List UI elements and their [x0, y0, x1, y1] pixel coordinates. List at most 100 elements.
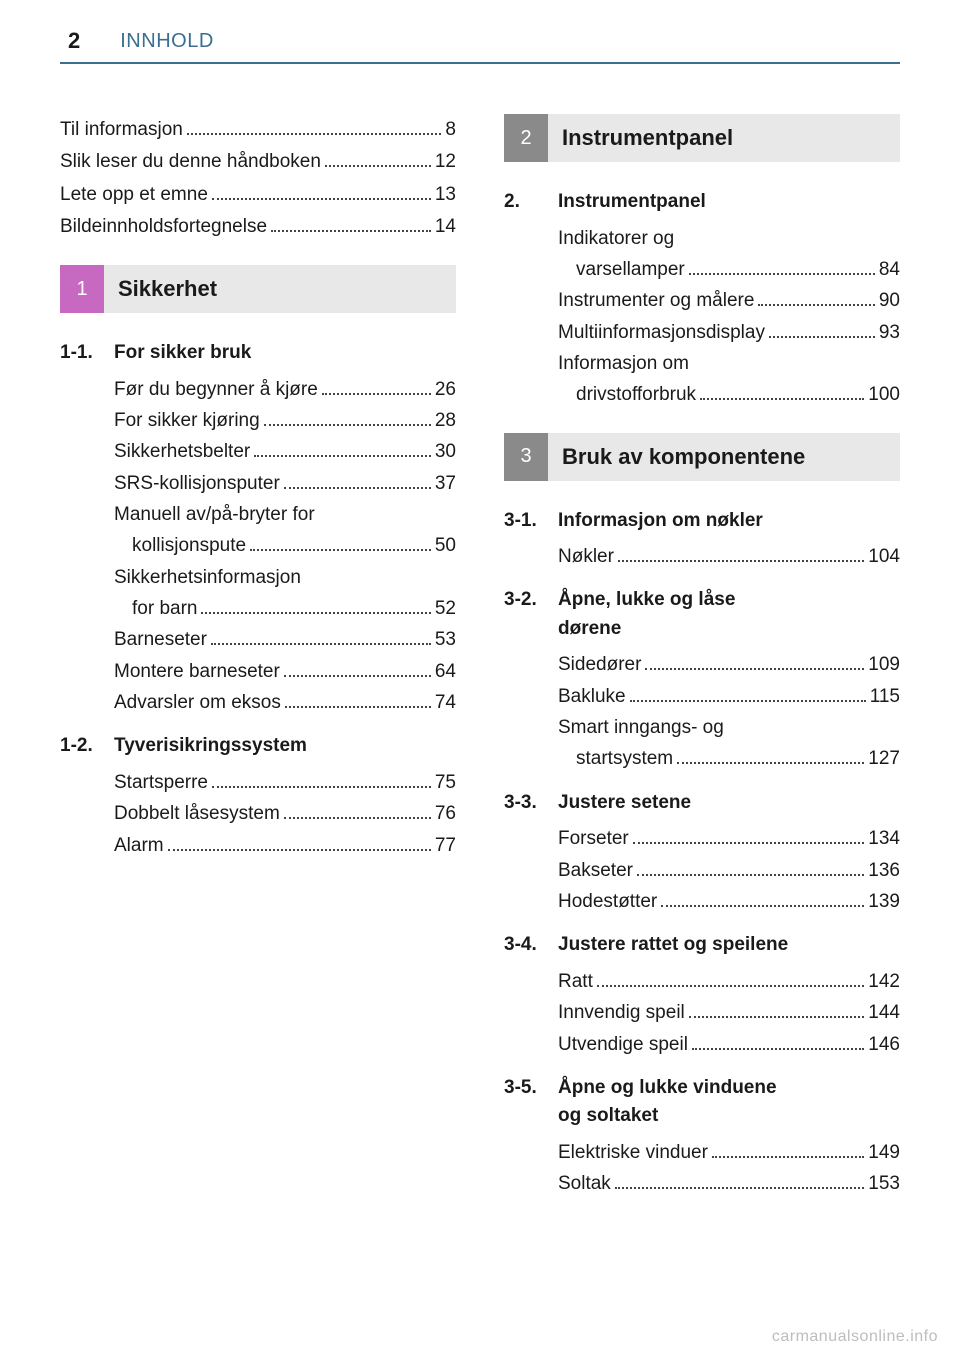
right-0-0-0-label: Indikatorer og	[558, 223, 674, 254]
left-0-8: Advarsler om eksos 74	[114, 687, 456, 718]
chapter-3-box: 3Bruk av komponentene	[504, 433, 900, 481]
right-1-3-1: Innvendig speil144	[558, 997, 900, 1028]
dots	[700, 398, 864, 400]
right-0-0-0-page: 84	[879, 254, 900, 285]
intro-0-page: 8	[445, 114, 456, 146]
left-1-2-page: 77	[435, 830, 456, 861]
right-1-1-2-label: Smart inngangs- og	[558, 712, 724, 743]
left-0-8-label: Advarsler om eksos	[114, 687, 281, 718]
dots	[284, 675, 431, 677]
intro-2-label: Lete opp et emne	[60, 179, 208, 211]
section-num: 3-4.	[504, 931, 558, 960]
right-1-2-2-label: Hodestøtter	[558, 886, 657, 917]
section-items: Startsperre75Dobbelt låsesystem76Alarm77	[60, 767, 456, 861]
intro-1-label: Slik leser du denne håndboken	[60, 146, 321, 178]
chapter-3-title: Bruk av komponentene	[548, 433, 900, 481]
left-column: Til informasjon8Slik leser du denne hånd…	[60, 114, 456, 1200]
chapter-2-title: Instrumentpanel	[548, 114, 900, 162]
chapter-3-number: 3	[504, 433, 548, 481]
chapter-1-title: Sikkerhet	[104, 265, 456, 313]
left-0-5-label: Sikkerhetsinformasjon	[114, 562, 301, 593]
left-0-3-label: SRS-kollisjonsputer	[114, 468, 280, 499]
right-1-0-0-label: Nøkler	[558, 541, 614, 572]
columns: Til informasjon8Slik leser du denne hånd…	[60, 114, 900, 1200]
dots	[284, 817, 431, 819]
section-items: Indikatorer ogvarsellamper84Instrumenter…	[504, 223, 900, 411]
section-title: For sikker bruk	[114, 339, 456, 368]
dots	[250, 549, 431, 551]
intro-1-page: 12	[435, 146, 456, 178]
left-0-1-page: 28	[435, 405, 456, 436]
chapter-2-box: 2Instrumentpanel	[504, 114, 900, 162]
left-0-6-label: Barneseter	[114, 624, 207, 655]
intro-3-label: Bildeinnholdsfortegnelse	[60, 211, 267, 243]
intro-0: Til informasjon8	[60, 114, 456, 146]
left-0-1-label: For sikker kjøring	[114, 405, 260, 436]
dots	[633, 842, 865, 844]
right-1-2-0-label: Forseter	[558, 823, 629, 854]
right-0-0-3-line1: Informasjon om	[558, 348, 900, 379]
right-0-0-2-label: Multiinformasjonsdisplay	[558, 317, 765, 348]
section-1-2.: 1-2.Tyverisikringssystem	[60, 732, 456, 761]
intro-2-page: 13	[435, 179, 456, 211]
dots	[637, 874, 864, 876]
page-number: 2	[60, 28, 96, 54]
right-0-0-3-cont: drivstofforbruk	[558, 379, 696, 410]
right-1-0-0: Nøkler104	[558, 541, 900, 572]
intro-2: Lete opp et emne 13	[60, 179, 456, 211]
left-0-4-line2: kollisjonspute50	[114, 530, 456, 561]
dots	[618, 560, 864, 562]
section-title: Justere rattet og speilene	[558, 931, 900, 960]
right-1-1-1-page: 115	[870, 681, 900, 712]
left-0-3-page: 37	[435, 468, 456, 499]
right-1-1-2-line1: Smart inngangs- og	[558, 712, 900, 743]
page: 2 INNHOLD Til informasjon8Slik leser du …	[0, 0, 960, 1360]
right-1-4-0-label: Elektriske vinduer	[558, 1137, 708, 1168]
right-1-4-1-page: 153	[868, 1168, 900, 1199]
right-0-0-0-cont: varsellamper	[558, 254, 685, 285]
dots	[661, 905, 864, 907]
right-column: 2Instrumentpanel 2. Instrumentpanel Indikat…	[504, 92, 900, 1200]
section-num: 2.	[504, 188, 558, 217]
right-1-2-0: Forseter 134	[558, 823, 900, 854]
left-0-3: SRS-kollisjonsputer 37	[114, 468, 456, 499]
right-1-2-1-page: 136	[868, 855, 900, 886]
left-0-2: Sikkerhetsbelter30	[114, 436, 456, 467]
left-0-7-label: Montere barneseter	[114, 656, 280, 687]
dots	[168, 849, 431, 851]
dots	[264, 424, 431, 426]
left-1-1-page: 76	[435, 798, 456, 829]
right-1-3-2-page: 146	[868, 1029, 900, 1060]
left-0-8-page: 74	[435, 687, 456, 718]
right-1-3-0-page: 142	[868, 966, 900, 997]
footer-watermark: carmanualsonline.info	[772, 1328, 938, 1346]
section-items: Sidedører109Bakluke115Smart inngangs- og…	[504, 649, 900, 774]
section-3-5.: 3-5.Åpne og lukke vindueneog soltaket	[504, 1074, 900, 1131]
right-0-0-0-line2: varsellamper 84	[558, 254, 900, 285]
right-1-2-1-label: Bakseter	[558, 855, 633, 886]
right-0-0-0-line1: Indikatorer og	[558, 223, 900, 254]
intro-3: Bildeinnholdsfortegnelse14	[60, 211, 456, 243]
left-0-6-page: 53	[435, 624, 456, 655]
dots	[211, 643, 431, 645]
dots	[689, 1016, 865, 1018]
section-title: Åpne, lukke og låsedørene	[558, 586, 900, 643]
section-num: 3-2.	[504, 586, 558, 643]
dots	[201, 612, 430, 614]
right-1-1-1-label: Bakluke	[558, 681, 626, 712]
left-0-5-line2: for barn52	[114, 593, 456, 624]
right-0-0-1-page: 90	[879, 285, 900, 316]
right-1-3-1-label: Innvendig speil	[558, 997, 685, 1028]
left-0-4-line1: Manuell av/på-bryter for	[114, 499, 456, 530]
right-0-0-3-page: 100	[868, 379, 900, 410]
dots	[630, 700, 866, 702]
dots	[284, 487, 431, 489]
right-0-0-2: Multiinformasjonsdisplay93	[558, 317, 900, 348]
section-num: 1-2.	[60, 732, 114, 761]
right-1-1-2-line2: startsystem127	[558, 743, 900, 774]
header-title: INNHOLD	[96, 30, 214, 53]
section-num: 3-1.	[504, 507, 558, 536]
section-items: Elektriske vinduer149Soltak153	[504, 1137, 900, 1200]
right-1-2-0-page: 134	[868, 823, 900, 854]
section-items: Nøkler104	[504, 541, 900, 572]
